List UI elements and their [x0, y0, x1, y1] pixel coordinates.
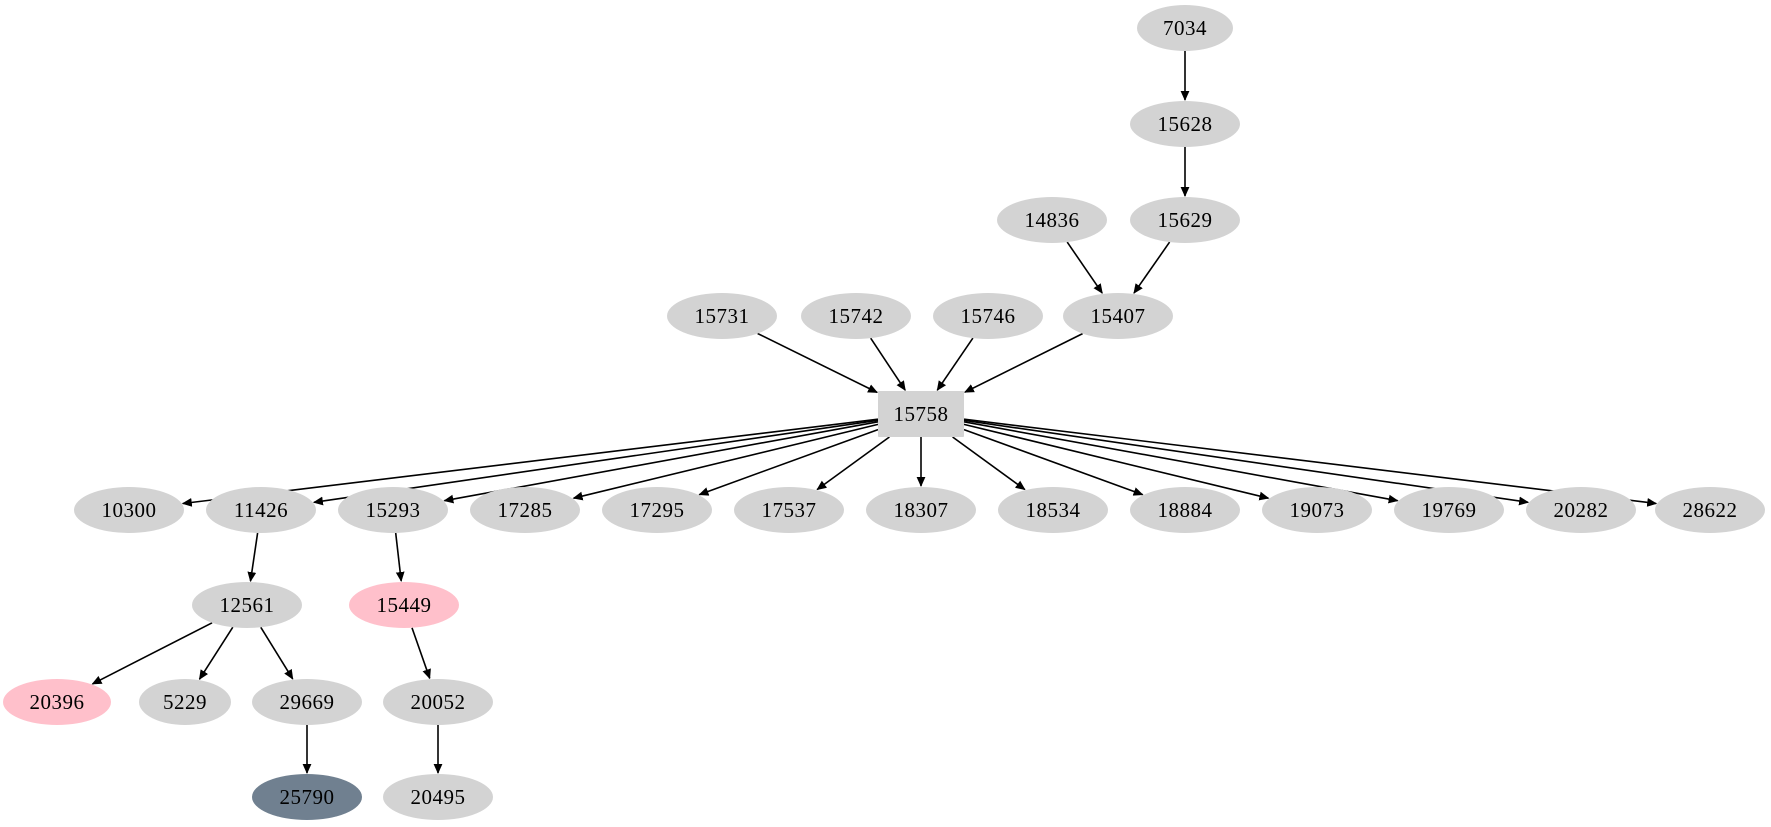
- graph-node-20052: 20052: [383, 679, 493, 725]
- graph-node-15742: 15742: [801, 293, 911, 339]
- edge-12561-20396: [91, 622, 213, 685]
- node-label: 18884: [1157, 497, 1213, 522]
- edge-14836-15407: [1066, 241, 1103, 294]
- edge-15758-17285: [572, 423, 879, 501]
- node-label: 15742: [828, 303, 884, 328]
- node-label: 20495: [410, 784, 466, 809]
- node-label: 20282: [1553, 497, 1609, 522]
- edge-15758-10300: [181, 418, 879, 507]
- edge-15758-18884: [963, 428, 1144, 496]
- node-label: 18534: [1025, 497, 1081, 522]
- node-label: 5229: [163, 689, 207, 714]
- graph-node-15449: 15449: [349, 582, 459, 628]
- node-label: 18307: [893, 497, 949, 522]
- node-label: 12561: [219, 592, 275, 617]
- node-label: 15758: [893, 401, 949, 426]
- node-label: 7034: [1163, 15, 1207, 40]
- node-label: 15293: [365, 497, 421, 522]
- graph-node-15629: 15629: [1130, 197, 1240, 243]
- node-label: 29669: [279, 689, 335, 714]
- graph-node-15293: 15293: [338, 487, 448, 533]
- graph-node-7034: 7034: [1137, 5, 1233, 51]
- graph-node-15731: 15731: [667, 293, 777, 339]
- edge-15758-17537: [816, 436, 890, 491]
- graph-node-14836: 14836: [997, 197, 1107, 243]
- graph-node-18307: 18307: [866, 487, 976, 533]
- node-label: 20052: [410, 689, 466, 714]
- edge-15629-15407: [1133, 241, 1171, 294]
- edge-15758-17295: [698, 428, 879, 496]
- node-label: 15731: [694, 303, 750, 328]
- node-label: 17537: [761, 497, 817, 522]
- node-label: 15628: [1157, 111, 1213, 136]
- edge-15742-15758: [870, 337, 906, 392]
- edge-12561-29669: [260, 626, 294, 680]
- edge-15758-18534: [952, 436, 1026, 491]
- graph-node-25790: 25790: [252, 774, 362, 820]
- node-label: 15629: [1157, 207, 1213, 232]
- edge-15746-15758: [936, 337, 974, 392]
- node-label: 19073: [1289, 497, 1345, 522]
- graph-node-17537: 17537: [734, 487, 844, 533]
- graph-node-28622: 28622: [1655, 487, 1765, 533]
- graph-node-29669: 29669: [252, 679, 362, 725]
- graph-node-15628: 15628: [1130, 101, 1240, 147]
- node-label: 15449: [376, 592, 432, 617]
- node-label: 11426: [233, 497, 289, 522]
- graph-node-10300: 10300: [74, 487, 184, 533]
- node-label: 25790: [279, 784, 335, 809]
- edge-15407-15758: [964, 332, 1083, 393]
- node-label: 15407: [1090, 303, 1146, 328]
- edge-15758-28622: [963, 418, 1658, 507]
- node-label: 17285: [497, 497, 553, 522]
- graph-node-19073: 19073: [1262, 487, 1372, 533]
- node-label: 15746: [960, 303, 1016, 328]
- graph-node-18884: 18884: [1130, 487, 1240, 533]
- edge-15449-20052: [411, 627, 431, 680]
- node-label: 10300: [101, 497, 157, 522]
- graph-node-15407: 15407: [1063, 293, 1173, 339]
- graph-node-18534: 18534: [998, 487, 1108, 533]
- graph-node-19769: 19769: [1394, 487, 1504, 533]
- edge-12561-5229: [198, 626, 234, 681]
- edge-15293-15449: [394, 532, 405, 582]
- node-label: 17295: [629, 497, 685, 522]
- edge-15758-19073: [963, 423, 1270, 501]
- graph-node-15758: 15758: [878, 391, 964, 437]
- node-label: 20396: [29, 689, 85, 714]
- graph-node-20495: 20495: [383, 774, 493, 820]
- graph-node-12561: 12561: [192, 582, 302, 628]
- edge-11426-12561: [247, 532, 259, 583]
- node-label: 19769: [1421, 497, 1477, 522]
- graph-node-20282: 20282: [1526, 487, 1636, 533]
- graph-node-5229: 5229: [139, 679, 231, 725]
- node-label: 28622: [1682, 497, 1738, 522]
- graph-node-17285: 17285: [470, 487, 580, 533]
- graph-node-20396: 20396: [3, 679, 111, 725]
- graph-node-11426: 11426: [206, 487, 316, 533]
- graph-node-17295: 17295: [602, 487, 712, 533]
- node-label: 14836: [1024, 207, 1080, 232]
- edge-15731-15758: [757, 332, 878, 394]
- graph-node-15746: 15746: [933, 293, 1043, 339]
